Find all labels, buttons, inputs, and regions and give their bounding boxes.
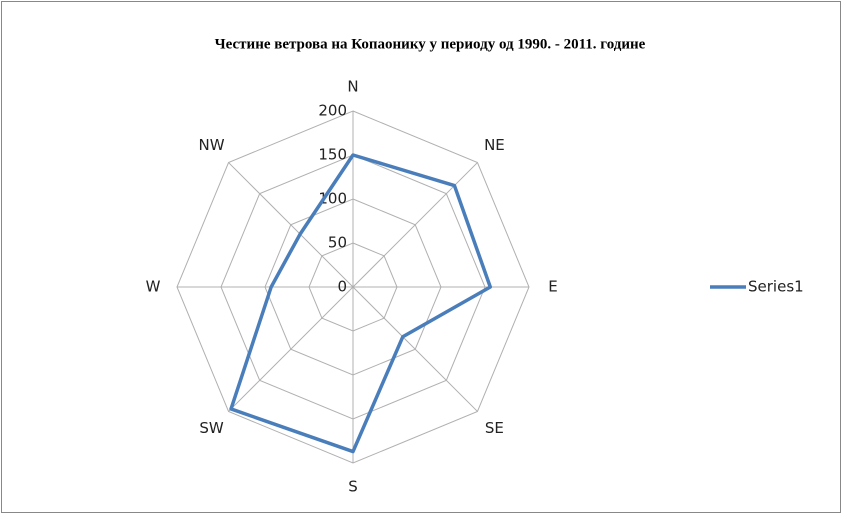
series-line [229,153,493,454]
y-tick-label: 50 [328,234,347,252]
grid-ring [308,242,398,332]
category-label: SE [485,419,504,437]
category-label: NE [484,136,505,154]
category-label: SW [199,419,224,437]
legend-label: Series1 [748,278,804,296]
chart-title: Честине ветрова на Копаонику у периоду о… [215,36,646,52]
y-tick-label: 150 [318,146,347,164]
category-label: S [348,478,358,496]
grid-ring [220,154,486,420]
y-tick-label: 200 [318,102,347,120]
category-label: E [548,278,557,296]
category-label: N [347,78,358,96]
category-label: NW [199,136,225,154]
grid-ring [264,198,442,376]
y-tick-label: 0 [337,278,347,296]
category-label: W [146,278,161,296]
grid-ring [176,110,530,464]
